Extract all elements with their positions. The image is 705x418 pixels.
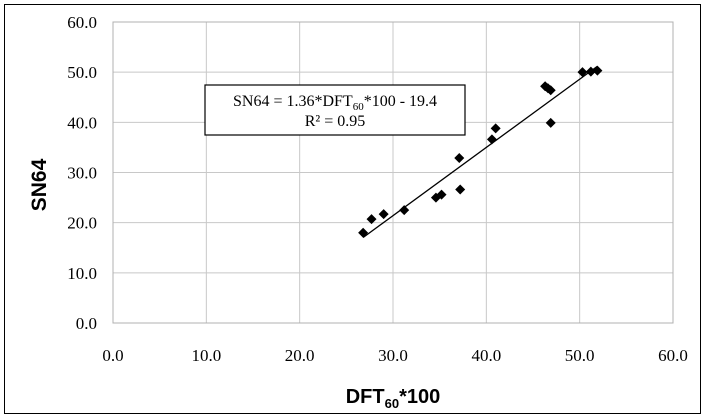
data-point [490, 123, 501, 134]
data-point [436, 189, 447, 200]
x-tick-label: 0.0 [102, 346, 123, 365]
y-tick-label: 10.0 [67, 264, 97, 283]
data-point [577, 67, 588, 78]
plot-area-border [112, 21, 674, 324]
equation-box: SN64 = 1.36*DFT60*100 - 19.4 R² = 0.95 [204, 84, 466, 136]
data-point [486, 134, 497, 145]
equation-line-1: SN64 = 1.36*DFT60*100 - 19.4 [233, 93, 437, 113]
x-tick-label: 30.0 [378, 346, 408, 365]
y-tick-labels: 0.0 10.0 20.0 30.0 40.0 50.0 60.0 [67, 13, 97, 333]
data-point [358, 227, 369, 238]
y-tick-label: 60.0 [67, 13, 97, 32]
x-tick-label: 60.0 [658, 346, 688, 365]
y-axis-title: SN64 [28, 158, 51, 211]
x-tick-label: 20.0 [285, 346, 315, 365]
x-tick-labels: 0.0 10.0 20.0 30.0 40.0 50.0 60.0 [102, 346, 688, 365]
x-tick-label: 40.0 [471, 346, 501, 365]
data-point [585, 66, 596, 77]
data-point [454, 152, 465, 163]
data-point [545, 85, 556, 96]
data-point [455, 184, 466, 195]
y-tick-label: 20.0 [67, 214, 97, 233]
data-point [378, 209, 389, 220]
x-tick-label: 10.0 [191, 346, 221, 365]
x-tick-label: 50.0 [565, 346, 595, 365]
grid-lines [112, 21, 674, 324]
equation-line-2: R² = 0.95 [305, 113, 366, 130]
y-tick-label: 0.0 [76, 314, 97, 333]
data-point [399, 205, 410, 216]
data-point [366, 214, 377, 225]
x-axis-title: DFT60*100 [346, 386, 441, 411]
y-tick-label: 30.0 [67, 164, 97, 183]
data-point [592, 65, 603, 76]
data-points [358, 65, 603, 238]
y-tick-label: 50.0 [67, 63, 97, 82]
data-point [545, 117, 556, 128]
y-tick-label: 40.0 [67, 113, 97, 132]
chart-frame [4, 4, 701, 414]
